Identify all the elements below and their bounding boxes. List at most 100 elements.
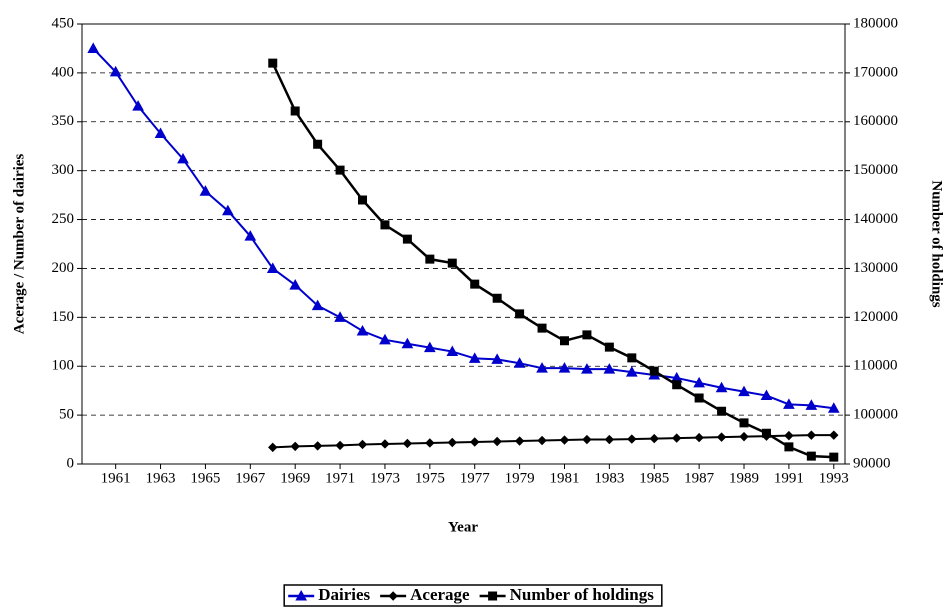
marker	[514, 436, 525, 446]
marker	[716, 432, 727, 442]
marker	[423, 341, 436, 353]
y-tick-label: 100	[52, 358, 75, 374]
marker	[199, 185, 212, 196]
marker	[559, 435, 570, 445]
marker	[491, 353, 504, 364]
x-tick-label: 1979	[505, 470, 535, 486]
marker	[425, 254, 435, 264]
marker	[468, 352, 481, 363]
marker	[604, 342, 614, 352]
y2-tick-label: 170000	[853, 64, 898, 80]
marker	[784, 442, 794, 452]
marker	[87, 42, 100, 53]
marker	[827, 402, 840, 413]
marker	[268, 442, 278, 453]
marker	[356, 324, 369, 336]
marker	[290, 441, 300, 452]
y2-tick-label: 90000	[853, 455, 891, 471]
marker	[492, 293, 502, 303]
marker	[627, 434, 637, 444]
marker	[806, 430, 817, 440]
marker	[357, 439, 368, 450]
marker	[649, 433, 659, 444]
y2-tick-label: 160000	[853, 113, 898, 129]
marker	[581, 363, 593, 374]
marker	[177, 152, 189, 164]
marker	[829, 430, 839, 440]
y-tick-label: 400	[52, 64, 75, 80]
marker	[515, 309, 525, 319]
x-tick-label: 1963	[146, 470, 176, 486]
marker	[295, 589, 308, 601]
marker	[625, 366, 638, 377]
y2-tick-label: 140000	[853, 211, 898, 227]
x-tick-label: 1967	[235, 470, 266, 486]
y-tick-label: 350	[52, 113, 75, 129]
marker	[649, 366, 659, 376]
x-tick-label: 1969	[280, 470, 310, 486]
x-tick-label: 1973	[370, 470, 400, 486]
marker	[470, 279, 480, 289]
x-tick-label: 1991	[774, 470, 804, 486]
marker	[738, 385, 750, 397]
marker	[536, 362, 548, 373]
marker	[311, 299, 324, 311]
y2-axis-label: Number of holdings	[929, 180, 945, 307]
marker	[805, 399, 818, 410]
marker	[334, 311, 346, 322]
marker	[603, 363, 616, 374]
marker	[379, 333, 391, 345]
marker	[672, 380, 682, 390]
marker	[222, 204, 234, 216]
marker	[290, 106, 300, 116]
y-tick-label: 300	[52, 162, 75, 178]
marker	[761, 428, 771, 438]
marker	[380, 439, 390, 449]
y-tick-label: 450	[52, 15, 75, 31]
marker	[335, 165, 345, 175]
marker	[537, 435, 547, 446]
y-tick-label: 50	[59, 407, 74, 423]
marker	[447, 437, 457, 448]
marker	[266, 262, 279, 273]
marker	[244, 230, 257, 241]
marker	[627, 353, 637, 363]
marker	[492, 436, 502, 447]
marker	[289, 279, 302, 290]
y-tick-label: 150	[52, 309, 75, 325]
y2-tick-label: 120000	[853, 309, 898, 325]
x-tick-label: 1977	[460, 470, 491, 486]
marker	[358, 195, 368, 205]
marker	[671, 433, 682, 443]
legend-label: Acerage	[410, 585, 470, 604]
x-tick-label: 1981	[549, 470, 579, 486]
x-tick-label: 1965	[190, 470, 220, 486]
marker	[335, 440, 345, 451]
marker	[559, 336, 569, 346]
y-tick-label: 200	[52, 260, 75, 276]
x-tick-label: 1975	[415, 470, 445, 486]
marker	[401, 337, 414, 349]
y2-tick-label: 180000	[853, 15, 898, 31]
marker	[268, 58, 278, 68]
marker	[132, 100, 144, 111]
y-tick-label: 250	[52, 211, 75, 227]
x-tick-label: 1971	[325, 470, 355, 486]
y2-tick-label: 130000	[853, 260, 898, 276]
marker	[388, 591, 398, 601]
marker	[380, 220, 390, 230]
series-line	[272, 434, 834, 449]
marker	[488, 591, 498, 601]
x-tick-label: 1989	[729, 470, 759, 486]
y2-tick-label: 100000	[853, 407, 898, 423]
marker	[694, 393, 704, 403]
marker	[582, 330, 592, 340]
marker	[739, 418, 749, 428]
series-line	[92, 47, 834, 410]
marker	[513, 357, 526, 368]
x-tick-label: 1993	[819, 470, 849, 486]
legend-box	[283, 584, 663, 607]
marker	[402, 438, 413, 449]
marker	[537, 323, 547, 333]
legend-label: Number of holdings	[510, 585, 655, 604]
